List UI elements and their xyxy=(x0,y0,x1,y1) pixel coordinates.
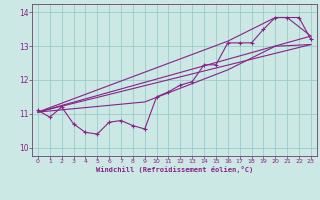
X-axis label: Windchill (Refroidissement éolien,°C): Windchill (Refroidissement éolien,°C) xyxy=(96,166,253,173)
